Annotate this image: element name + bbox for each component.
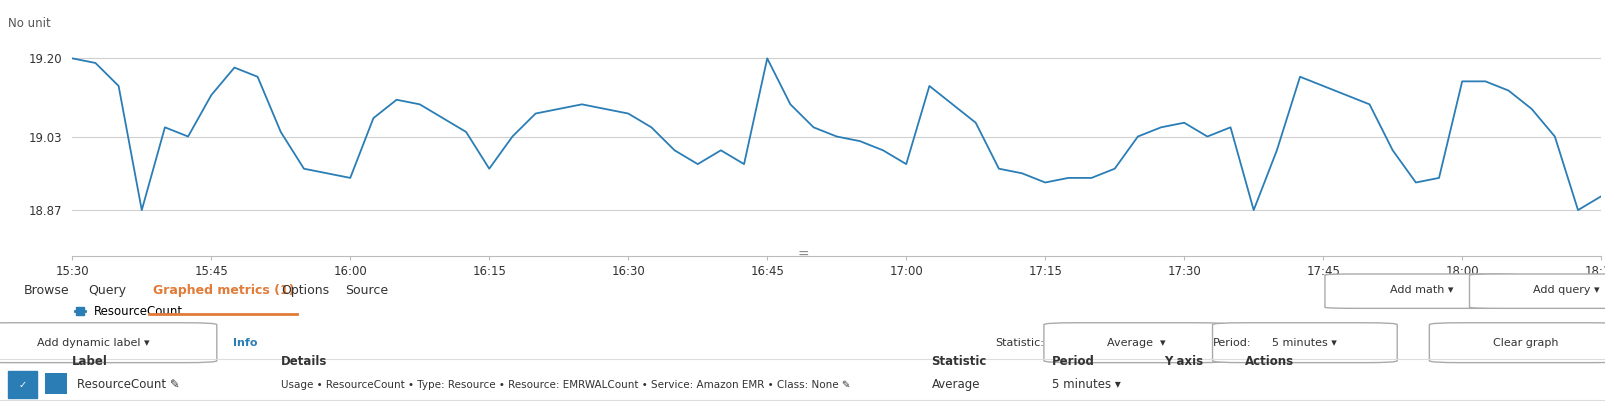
Text: Label: Label [72, 355, 108, 368]
Text: Actions: Actions [1244, 355, 1294, 368]
Text: ✓: ✓ [18, 380, 27, 389]
Text: Browse: Browse [24, 284, 69, 297]
Text: Query: Query [88, 284, 127, 297]
Text: Period:: Period: [1212, 338, 1250, 348]
FancyBboxPatch shape [1469, 274, 1605, 309]
Text: Average  ▾: Average ▾ [1106, 338, 1165, 348]
Text: Info: Info [233, 338, 257, 348]
FancyBboxPatch shape [1428, 323, 1605, 363]
Text: 5 minutes ▾: 5 minutes ▾ [1051, 378, 1120, 391]
Text: Add query ▾: Add query ▾ [1531, 285, 1599, 295]
Text: Y axis: Y axis [1164, 355, 1202, 368]
Text: Options: Options [281, 284, 329, 297]
Text: Add dynamic label ▾: Add dynamic label ▾ [37, 338, 149, 348]
Text: Add math ▾: Add math ▾ [1388, 285, 1453, 295]
Text: Details: Details [281, 355, 327, 368]
Text: 5 minutes ▾: 5 minutes ▾ [1271, 338, 1337, 348]
FancyBboxPatch shape [1212, 323, 1396, 363]
Text: ResourceCount ✎: ResourceCount ✎ [77, 378, 180, 391]
Text: Statistic:: Statistic: [995, 338, 1043, 348]
Text: Period: Period [1051, 355, 1095, 368]
FancyBboxPatch shape [1324, 274, 1517, 309]
Text: No unit: No unit [8, 17, 51, 29]
FancyBboxPatch shape [0, 323, 217, 363]
Text: Clear graph: Clear graph [1493, 338, 1557, 348]
Text: Average: Average [931, 378, 979, 391]
Text: Graphed metrics (1): Graphed metrics (1) [152, 284, 294, 297]
Legend: ResourceCount: ResourceCount [71, 300, 188, 323]
Text: Source: Source [345, 284, 388, 297]
Text: Statistic: Statistic [931, 355, 985, 368]
FancyBboxPatch shape [8, 371, 37, 398]
FancyBboxPatch shape [45, 373, 67, 394]
FancyBboxPatch shape [1043, 323, 1228, 363]
Text: Usage • ResourceCount • Type: Resource • Resource: EMRWALCount • Service: Amazon: Usage • ResourceCount • Type: Resource •… [281, 380, 851, 389]
Text: =: = [796, 248, 809, 262]
